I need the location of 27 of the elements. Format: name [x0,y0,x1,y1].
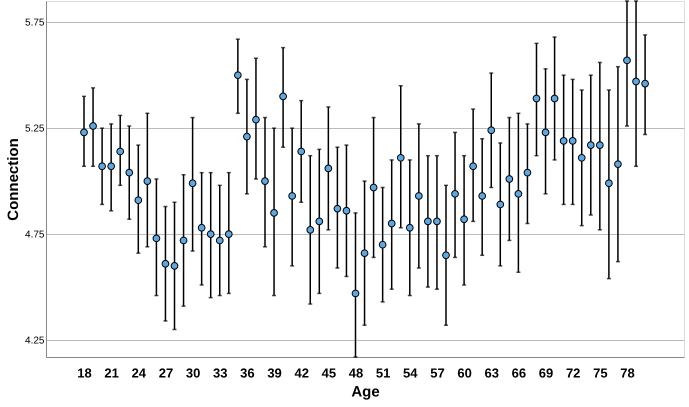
x-tick-label: 78 [620,366,635,380]
x-tick-label: 75 [593,366,608,380]
x-tick-label: 21 [104,366,119,380]
x-tick-label: 54 [403,366,418,380]
y-axis-title: Connection [5,138,22,221]
x-tick-label: 39 [267,366,282,380]
y-tick-label: 5.75 [25,18,45,29]
x-tick-label: 36 [240,366,255,380]
x-tick-label: 30 [186,366,200,380]
x-tick-label: 72 [566,366,580,380]
y-tick-label: 4.75 [25,230,45,241]
y-tick-label: 5.25 [25,124,45,135]
x-tick-label: 69 [538,366,554,380]
x-tick-label: 63 [484,366,499,380]
y-tick-label: 4.25 [25,336,45,347]
x-tick-label: 24 [132,366,147,380]
x-tick-label: 60 [457,366,472,380]
x-tick-label: 51 [376,366,390,380]
x-tick-label: 27 [158,366,174,380]
x-axis-title: Age [351,384,380,400]
x-tick-label: 48 [348,366,364,380]
x-tick-label: 18 [77,366,92,380]
x-tick-label: 57 [430,366,445,380]
x-tick-label: 45 [322,366,336,380]
x-tick-label: 33 [213,366,228,380]
x-tick-label: 66 [512,366,526,380]
x-tick-label: 42 [294,366,309,380]
